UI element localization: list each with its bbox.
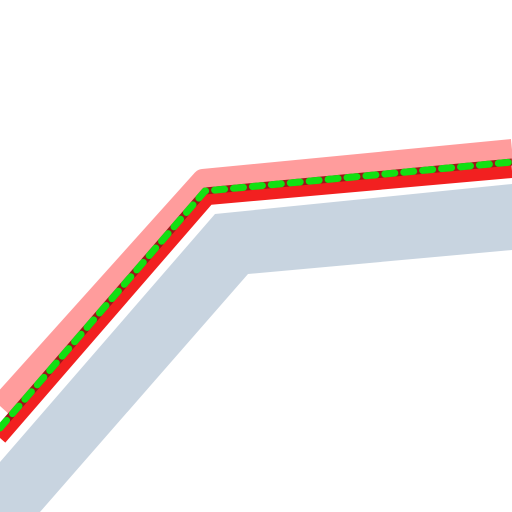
route-dashes: [0, 158, 512, 432]
area-band: [0, 184, 512, 512]
road-casing: [0, 139, 512, 414]
road-line: [0, 164, 512, 443]
